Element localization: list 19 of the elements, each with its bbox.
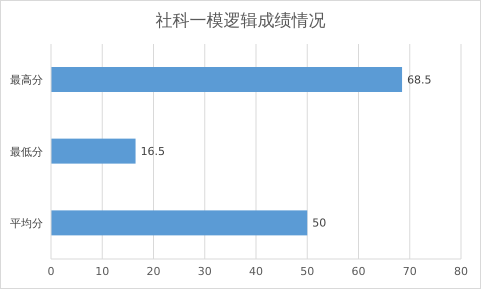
x-tick-label: 50 xyxy=(300,264,314,278)
bar xyxy=(51,138,136,164)
x-tick-label: 30 xyxy=(198,264,212,278)
x-tick-label: 70 xyxy=(402,264,417,278)
x-tick-label: 40 xyxy=(249,264,263,278)
y-tick-label: 最高分 xyxy=(10,74,43,87)
data-label: 50 xyxy=(312,216,326,230)
bar xyxy=(51,67,402,92)
data-label: 16.5 xyxy=(140,145,166,158)
x-tick-label: 60 xyxy=(352,264,366,278)
x-tick-label: 80 xyxy=(454,264,468,278)
y-tick-label: 平均分 xyxy=(10,217,43,230)
x-tick-label: 0 xyxy=(48,264,54,278)
bar xyxy=(51,210,308,236)
y-tick-label: 最低分 xyxy=(10,145,43,158)
x-tick-label: 20 xyxy=(146,264,160,278)
x-tick-label: 10 xyxy=(95,264,110,278)
chart-title: 社科一模逻辑成绩情况 xyxy=(154,10,326,33)
data-label: 68.5 xyxy=(407,73,432,86)
